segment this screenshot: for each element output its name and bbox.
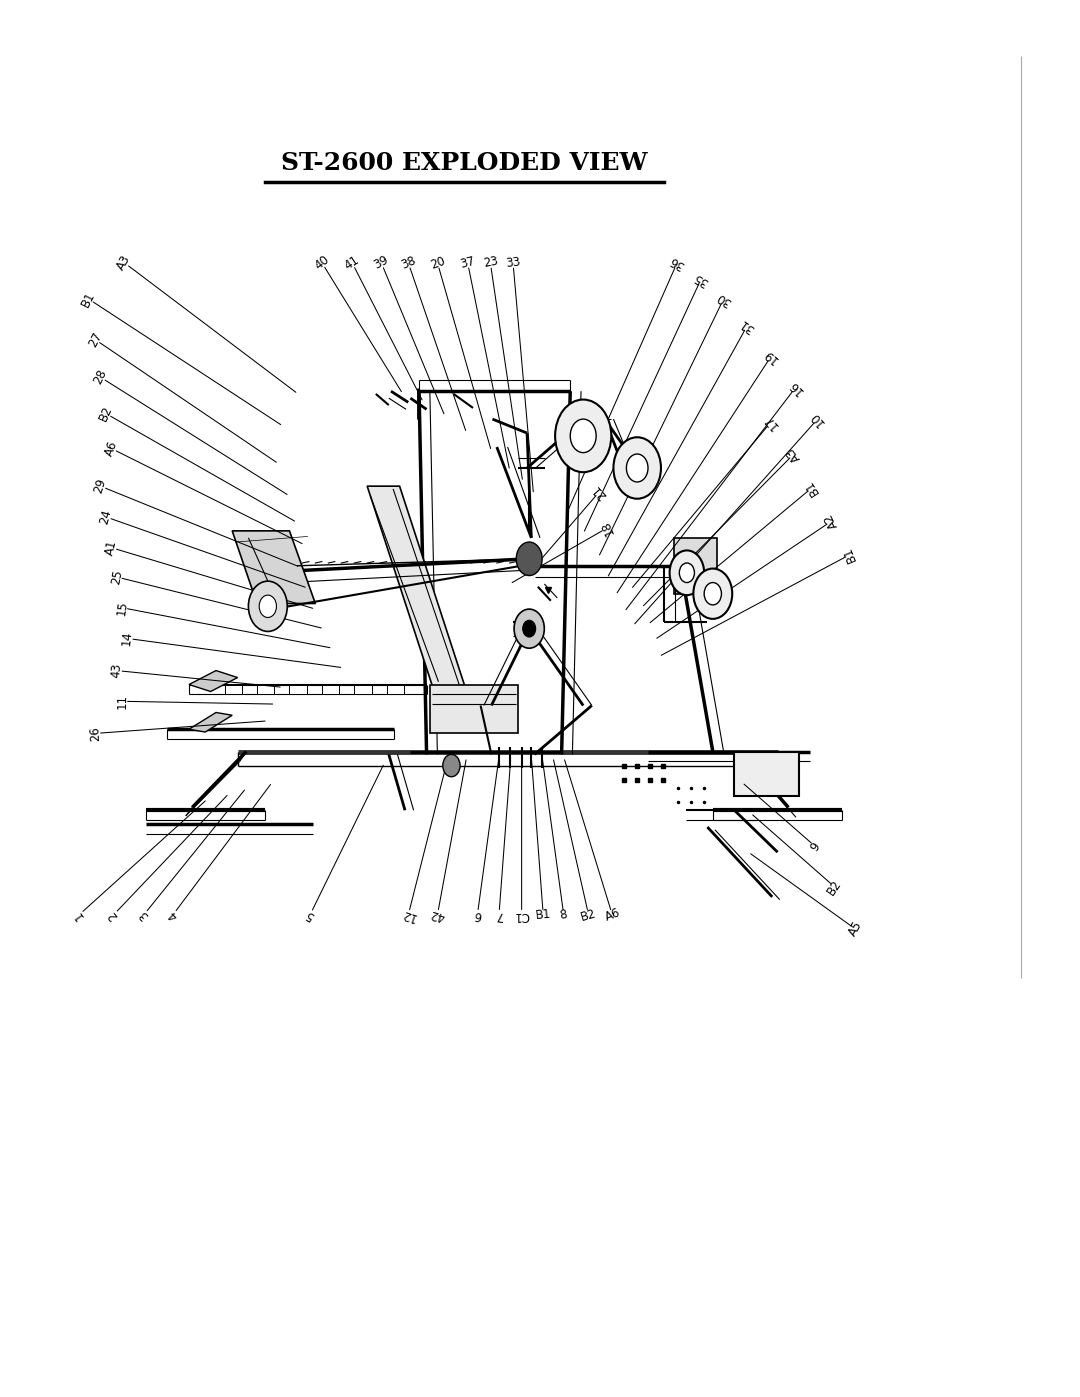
Circle shape <box>679 563 694 583</box>
Text: 21: 21 <box>590 482 609 502</box>
Bar <box>734 752 799 796</box>
Text: A5: A5 <box>846 919 865 939</box>
Circle shape <box>514 609 544 648</box>
Text: A3: A3 <box>784 444 804 464</box>
Text: 36: 36 <box>667 253 687 272</box>
Text: 4: 4 <box>165 908 180 922</box>
Text: 23: 23 <box>482 254 499 271</box>
Text: 14: 14 <box>120 630 135 647</box>
Circle shape <box>613 437 661 499</box>
Circle shape <box>693 569 732 619</box>
Text: 38: 38 <box>399 254 418 271</box>
Circle shape <box>704 583 721 605</box>
Text: A1: A1 <box>104 539 119 556</box>
Text: 37: 37 <box>459 254 476 271</box>
Text: 10: 10 <box>808 409 827 429</box>
Text: B2: B2 <box>97 404 114 423</box>
Text: 19: 19 <box>761 346 781 366</box>
Text: A3: A3 <box>114 253 134 272</box>
Text: 31: 31 <box>738 316 757 335</box>
Text: 40: 40 <box>312 253 332 272</box>
Text: 43: 43 <box>109 662 124 679</box>
Text: C1: C1 <box>514 908 529 922</box>
Bar <box>322 685 339 694</box>
Bar <box>674 538 717 594</box>
Text: B1: B1 <box>535 908 552 922</box>
Polygon shape <box>430 685 518 733</box>
Text: B1: B1 <box>802 478 822 497</box>
Text: B2: B2 <box>825 877 845 897</box>
Bar <box>257 685 274 694</box>
Text: 35: 35 <box>691 270 711 289</box>
Text: B2: B2 <box>579 907 598 923</box>
Text: 29: 29 <box>92 476 109 496</box>
Text: 15: 15 <box>114 599 130 616</box>
Circle shape <box>443 754 460 777</box>
Text: 11: 11 <box>116 694 129 708</box>
Polygon shape <box>189 712 232 732</box>
Circle shape <box>626 454 648 482</box>
Circle shape <box>570 419 596 453</box>
Text: 1: 1 <box>71 908 86 922</box>
Bar <box>354 685 372 694</box>
Text: 20: 20 <box>428 254 447 271</box>
Circle shape <box>259 595 276 617</box>
Text: 9: 9 <box>808 840 823 854</box>
Text: B1: B1 <box>79 289 98 309</box>
Bar <box>387 685 404 694</box>
Text: 18: 18 <box>598 518 616 538</box>
Circle shape <box>248 581 287 631</box>
Text: 27: 27 <box>85 330 105 349</box>
Text: 41: 41 <box>342 253 362 272</box>
Text: 12: 12 <box>400 907 417 923</box>
Text: 6: 6 <box>473 908 482 922</box>
Text: 16: 16 <box>786 377 806 397</box>
Text: A6: A6 <box>603 907 622 923</box>
Text: 28: 28 <box>92 367 109 387</box>
Bar <box>289 685 307 694</box>
Text: 5: 5 <box>303 908 316 922</box>
Circle shape <box>523 620 536 637</box>
Text: B1: B1 <box>841 545 859 564</box>
Circle shape <box>516 542 542 576</box>
Polygon shape <box>367 486 467 692</box>
Text: 2: 2 <box>106 908 121 922</box>
Text: A2: A2 <box>822 511 841 531</box>
Circle shape <box>555 400 611 472</box>
Text: 42: 42 <box>429 907 446 923</box>
Text: 24: 24 <box>97 509 114 525</box>
Text: 25: 25 <box>109 569 124 585</box>
Circle shape <box>670 550 704 595</box>
Text: 39: 39 <box>372 253 391 272</box>
Bar <box>225 685 242 694</box>
Text: 33: 33 <box>505 256 521 270</box>
Text: 8: 8 <box>559 908 568 922</box>
Polygon shape <box>232 531 315 604</box>
Text: A6: A6 <box>103 439 120 458</box>
Polygon shape <box>189 671 238 692</box>
Text: 7: 7 <box>495 908 503 922</box>
Text: 30: 30 <box>714 289 733 309</box>
Text: ST-2600 EXPLODED VIEW: ST-2600 EXPLODED VIEW <box>281 151 648 176</box>
Text: 3: 3 <box>136 908 151 922</box>
Text: 17: 17 <box>761 412 781 432</box>
Text: 26: 26 <box>89 725 102 742</box>
